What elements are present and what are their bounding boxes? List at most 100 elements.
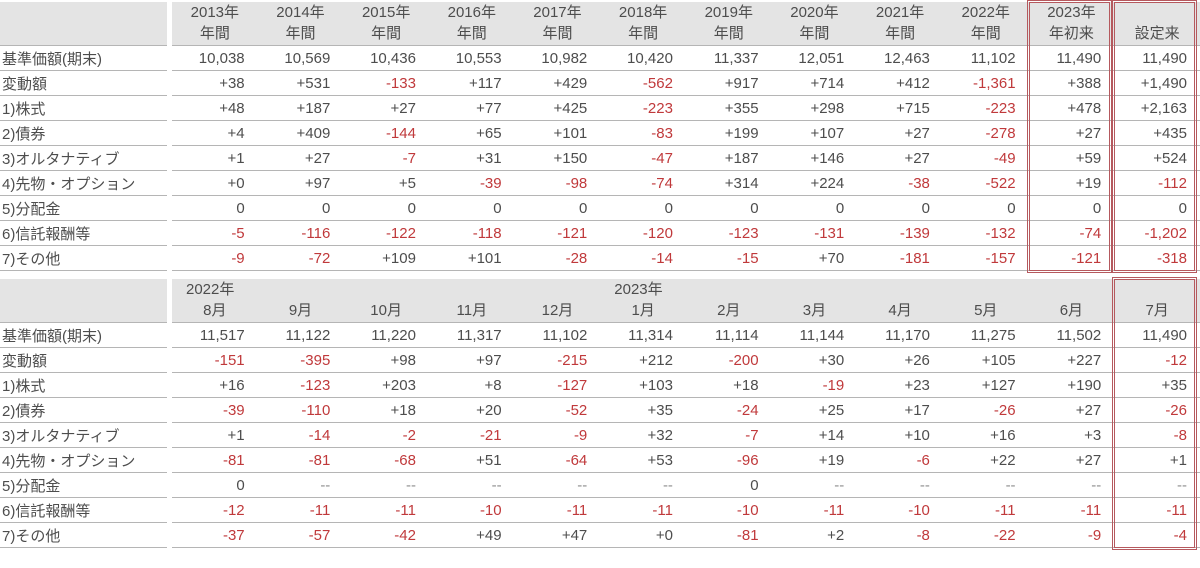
column-header: 2023年 1月 (600, 279, 686, 323)
fund-performance-page: 2013年 年間 2014年 年間 2015年 年間 2016年 年間 2017年 年間 2018年… (0, 0, 1200, 550)
value-cell: +35 (1114, 373, 1200, 398)
row-label: 6)信託報酬等 (0, 498, 167, 523)
value-cell: +425 (514, 96, 601, 121)
value-cell: 12,051 (771, 46, 858, 71)
column-header-year: 2020年 (790, 4, 839, 21)
monthly-table-section: 2022年 8月 9月 10月 11月 12月 2023年 1月 2月 3月 4月 5月 6月 7月 基準価… (0, 277, 1200, 550)
value-cell: +38 (172, 71, 258, 96)
row-label: 2)債券 (0, 121, 167, 146)
value-cell: +1 (1114, 448, 1200, 473)
column-gap (167, 96, 172, 121)
value-cell: -121 (514, 221, 601, 246)
value-cell: +531 (257, 71, 344, 96)
column-gap (167, 498, 172, 523)
column-gap (167, 473, 172, 498)
column-gap (167, 246, 172, 271)
column-gap (167, 423, 172, 448)
value-cell: -52 (514, 398, 601, 423)
value-cell: +30 (771, 348, 858, 373)
value-cell: +26 (857, 348, 943, 373)
row-label: 変動額 (0, 348, 167, 373)
column-header: 2021年 年間 (857, 2, 943, 46)
value-cell: -- (257, 473, 344, 498)
column-header: 2014年 年間 (257, 2, 344, 46)
value-cell: +227 (1028, 348, 1115, 373)
row-label: 1)株式 (0, 96, 167, 121)
value-cell: 11,317 (428, 323, 515, 348)
column-header: 12月 (514, 279, 601, 323)
value-cell: -139 (857, 221, 943, 246)
column-header: 2013年 年間 (172, 2, 258, 46)
value-cell: -10 (857, 498, 943, 523)
value-cell: +1 (172, 423, 258, 448)
table-row: 1)株式 +48 +187 +27 +77 +425 -223 +355 +298 +715 -22… (0, 96, 1200, 121)
column-header-period: 10月 (370, 302, 402, 319)
value-cell: +715 (857, 96, 943, 121)
column-header-period: 設定来 (1134, 25, 1180, 42)
table-row: 5)分配金 0 -- -- -- -- -- 0 -- -- -- -- -- (0, 473, 1200, 498)
value-cell: -12 (172, 498, 258, 523)
value-cell: -11 (1028, 498, 1115, 523)
column-header-period: 3月 (802, 302, 827, 319)
value-cell: -223 (600, 96, 686, 121)
value-cell: -122 (343, 221, 429, 246)
row-label: 変動額 (0, 71, 167, 96)
column-gap (167, 323, 172, 348)
value-cell: 11,122 (257, 323, 344, 348)
value-cell: -26 (1114, 398, 1200, 423)
value-cell: -133 (343, 71, 429, 96)
value-cell: -2 (343, 423, 429, 448)
value-cell: 10,982 (514, 46, 601, 71)
value-cell: +1,490 (1114, 71, 1200, 96)
value-cell: +14 (771, 423, 858, 448)
row-label: 基準価額(期末) (0, 323, 167, 348)
value-cell: +524 (1114, 146, 1200, 171)
value-cell: -26 (942, 398, 1029, 423)
value-cell: +31 (428, 146, 515, 171)
column-header: 4月 (857, 279, 943, 323)
column-header-period: 8月 (203, 302, 227, 319)
value-cell: +8 (428, 373, 515, 398)
column-header-year: 2019年 (704, 4, 753, 21)
value-cell: -64 (514, 448, 601, 473)
column-header-year (943, 279, 1029, 300)
column-header-period: 年間 (885, 25, 916, 42)
value-cell: -151 (172, 348, 258, 373)
value-cell: +16 (942, 423, 1029, 448)
value-cell: -10 (685, 498, 772, 523)
table-row: 5)分配金 0 0 0 0 0 0 0 0 0 0 0 0 (0, 196, 1200, 221)
value-cell: -- (428, 473, 515, 498)
column-gap (167, 373, 172, 398)
value-cell: -215 (514, 348, 601, 373)
value-cell: -11 (771, 498, 858, 523)
value-cell: -200 (685, 348, 772, 373)
column-gap (167, 121, 172, 146)
value-cell: -11 (600, 498, 686, 523)
value-cell: 11,114 (685, 323, 772, 348)
value-cell: -123 (257, 373, 344, 398)
value-cell: -14 (257, 423, 344, 448)
value-cell: +32 (600, 423, 686, 448)
value-cell: 11,170 (857, 323, 943, 348)
column-header-period: 年間 (285, 25, 316, 42)
value-cell: 10,436 (343, 46, 429, 71)
column-gap (167, 71, 172, 96)
value-cell: +27 (1028, 398, 1115, 423)
value-cell: 10,569 (257, 46, 344, 71)
value-cell: -110 (257, 398, 344, 423)
value-cell: -181 (857, 246, 943, 271)
value-cell: -39 (172, 398, 258, 423)
value-cell: +203 (343, 373, 429, 398)
table-row: 7)その他 -37 -57 -42 +49 +47 +0 -81 +2 -8 -22 -9 -4 (0, 523, 1200, 548)
column-header-period: 年間 (371, 25, 402, 42)
annual-table-section: 2013年 年間 2014年 年間 2015年 年間 2016年 年間 2017年 年間 2018年… (0, 0, 1200, 273)
value-cell: -7 (685, 423, 772, 448)
value-cell: -127 (514, 373, 601, 398)
column-gap (167, 448, 172, 473)
column-header-period: 11月 (456, 302, 488, 319)
value-cell: +65 (428, 121, 515, 146)
table-row: 2)債券 +4 +409 -144 +65 +101 -83 +199 +107 +27 -278 +… (0, 121, 1200, 146)
row-label: 7)その他 (0, 523, 167, 548)
value-cell: -15 (685, 246, 772, 271)
value-cell: +117 (428, 71, 515, 96)
